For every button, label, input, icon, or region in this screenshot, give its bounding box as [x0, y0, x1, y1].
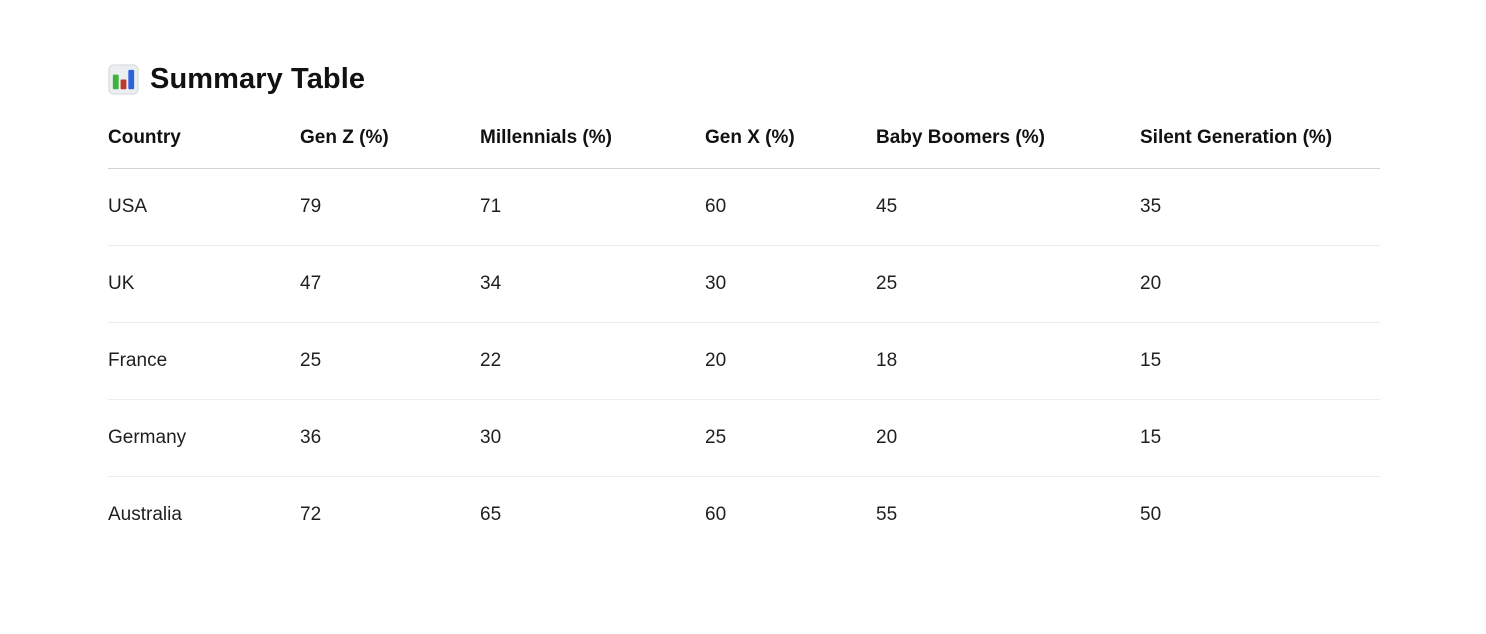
value-cell: 25	[705, 399, 876, 477]
value-cell: 35	[1140, 168, 1380, 246]
column-header: Baby Boomers (%)	[876, 121, 1140, 169]
value-cell: 34	[480, 245, 705, 323]
value-cell: 18	[876, 322, 1140, 400]
value-cell: 20	[876, 399, 1140, 477]
value-cell: 25	[300, 322, 480, 400]
summary-section: Summary Table Country Gen Z (%) Millennial…	[108, 62, 1380, 553]
section-title-row: Summary Table	[108, 62, 1380, 96]
value-cell: 20	[1140, 245, 1380, 323]
country-cell: Germany	[108, 399, 300, 477]
country-cell: UK	[108, 245, 300, 323]
value-cell: 47	[300, 245, 480, 323]
value-cell: 30	[480, 399, 705, 477]
country-cell: Australia	[108, 504, 182, 525]
value-cell: 60	[705, 504, 727, 525]
table-row: Australia 72 65 60 55 50	[108, 477, 1380, 554]
value-cell: 25	[876, 245, 1140, 323]
table-row: USA 79 71 60 45 35	[108, 168, 1380, 246]
column-header: Silent Generation (%)	[1140, 121, 1380, 169]
value-cell: 22	[480, 322, 705, 400]
value-cell: 79	[300, 168, 480, 246]
country-cell: USA	[108, 168, 300, 246]
table-row: Germany 36 30 25 20 15	[108, 399, 1380, 477]
country-cell: France	[108, 322, 300, 400]
value-cell: 65	[480, 504, 502, 525]
value-cell: 45	[876, 168, 1140, 246]
value-cell: 55	[876, 504, 898, 525]
value-cell: 36	[300, 399, 480, 477]
summary-table: Country Gen Z (%) Millennials (%) Gen X (%)…	[108, 121, 1380, 553]
column-header: Gen X (%)	[705, 121, 876, 169]
table-body: USA 79 71 60 45 35 UK 47 34 30 25 20 France 25 22 20 18 1…	[108, 168, 1380, 554]
value-cell: 72	[300, 504, 322, 525]
value-cell: 15	[1140, 399, 1380, 477]
value-cell: 15	[1140, 322, 1380, 400]
value-cell: 30	[705, 245, 876, 323]
column-header: Gen Z (%)	[300, 121, 480, 169]
value-cell: 71	[480, 168, 705, 246]
value-cell: 60	[705, 168, 876, 246]
value-cell: 20	[705, 322, 876, 400]
column-header: Millennials (%)	[480, 121, 705, 169]
value-cell: 50	[1140, 504, 1162, 525]
table-header-row: Country Gen Z (%) Millennials (%) Gen X (%)…	[108, 121, 1380, 169]
table-row: France 25 22 20 18 15	[108, 322, 1380, 400]
page-title: Summary Table	[150, 63, 366, 95]
column-header: Country	[108, 121, 300, 169]
bar-chart-icon	[108, 63, 139, 95]
table-row: UK 47 34 30 25 20	[108, 245, 1380, 323]
